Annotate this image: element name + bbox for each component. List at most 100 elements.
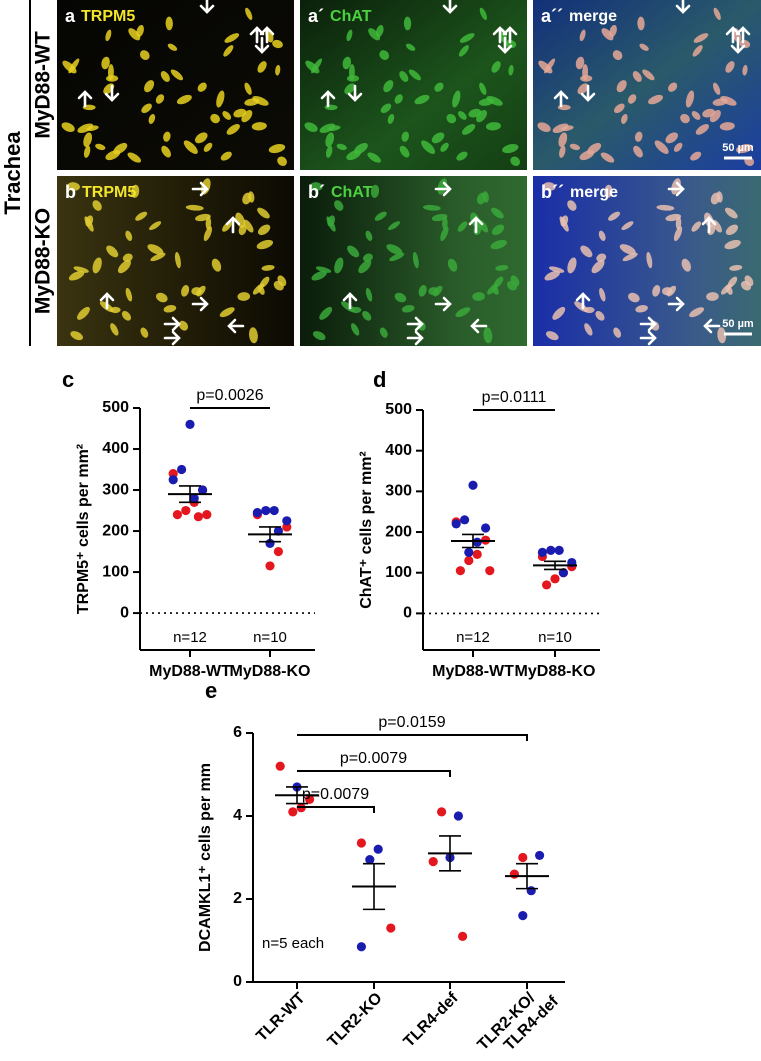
cell xyxy=(431,213,448,222)
cell xyxy=(401,305,415,313)
cell xyxy=(125,287,133,302)
cell xyxy=(574,301,589,313)
cell xyxy=(575,56,585,70)
cell xyxy=(61,122,75,132)
cell xyxy=(681,258,691,272)
cell xyxy=(139,50,150,60)
data-point xyxy=(193,512,203,522)
cell xyxy=(362,310,372,321)
y-tick-label: 200 xyxy=(102,522,129,539)
cell xyxy=(344,83,356,95)
cell xyxy=(101,56,110,70)
arrow xyxy=(492,26,508,44)
cells xyxy=(61,7,287,167)
data-point xyxy=(558,568,569,578)
x-tick-label: TLR2-KO/TLR4-def xyxy=(475,979,563,1061)
cell xyxy=(654,140,669,154)
cell xyxy=(447,258,458,272)
cell xyxy=(720,95,737,106)
cell xyxy=(394,292,407,303)
cell xyxy=(673,142,683,152)
cell xyxy=(249,327,258,344)
data-point xyxy=(386,923,396,933)
data-point xyxy=(468,480,478,490)
data-point xyxy=(252,507,262,518)
data-point xyxy=(464,547,474,557)
data-point xyxy=(509,869,519,879)
row-label: MyD88-KO xyxy=(32,208,55,314)
data-point xyxy=(168,475,178,485)
cell xyxy=(117,259,131,274)
y-tick-label: 0 xyxy=(120,604,129,621)
y-axis-label: TRPM5⁺ cells per mm² xyxy=(75,444,92,614)
cell xyxy=(358,259,372,274)
cell xyxy=(77,306,90,320)
cell xyxy=(370,184,380,198)
stain-label: TRPM5 xyxy=(82,184,136,201)
cell xyxy=(579,150,595,161)
cell xyxy=(510,156,521,167)
cell xyxy=(92,257,102,274)
x-tick-label: MyD88-KO xyxy=(515,663,596,680)
cell xyxy=(92,200,102,211)
cell xyxy=(479,7,487,21)
cell xyxy=(105,29,112,42)
cell xyxy=(326,216,336,232)
data-point xyxy=(455,566,465,576)
cell xyxy=(140,327,149,338)
cell xyxy=(671,178,681,195)
cell xyxy=(155,94,165,104)
cell xyxy=(744,275,754,287)
cell xyxy=(452,90,461,108)
x-tick-label: MyD88-WT xyxy=(149,663,231,680)
p-value: p=0.0111 xyxy=(482,389,547,406)
arrow xyxy=(99,292,115,310)
data-point xyxy=(460,515,470,525)
cell xyxy=(689,307,705,318)
cell xyxy=(637,16,645,31)
cell xyxy=(67,182,80,191)
y-tick-label: 4 xyxy=(233,807,242,824)
cell xyxy=(491,224,505,236)
cell xyxy=(633,145,643,158)
x-tick-label: TLR4-def xyxy=(401,989,463,1051)
y-tick-label: 200 xyxy=(385,523,412,540)
data-point xyxy=(518,852,528,863)
cell xyxy=(502,144,519,154)
cell xyxy=(163,305,177,313)
data-point xyxy=(356,838,366,848)
cell xyxy=(131,184,140,198)
cell xyxy=(428,287,439,296)
cell xyxy=(277,275,287,287)
cell xyxy=(135,211,148,221)
cells xyxy=(542,178,754,344)
cell xyxy=(83,145,91,158)
cell xyxy=(405,43,416,51)
cell xyxy=(709,110,721,123)
cell xyxy=(399,71,409,82)
cell xyxy=(725,224,739,236)
cell xyxy=(346,150,362,161)
cell xyxy=(458,111,467,120)
cell xyxy=(150,252,166,262)
cell xyxy=(176,94,192,105)
arrow xyxy=(104,84,120,102)
error-bar xyxy=(462,533,484,549)
cell xyxy=(652,284,661,297)
cell xyxy=(401,131,410,142)
cell xyxy=(379,327,388,338)
cell xyxy=(106,245,119,258)
cell xyxy=(505,39,517,49)
y-tick-label: 6 xyxy=(233,724,242,741)
cell xyxy=(680,113,690,124)
p-value: p=0.0079 xyxy=(340,750,407,767)
cell xyxy=(341,301,355,313)
cell xyxy=(558,132,568,148)
cell xyxy=(537,122,551,132)
cell xyxy=(237,292,251,301)
arrow xyxy=(225,216,241,234)
cell xyxy=(596,253,607,262)
cell xyxy=(383,80,394,93)
cell xyxy=(440,142,449,152)
